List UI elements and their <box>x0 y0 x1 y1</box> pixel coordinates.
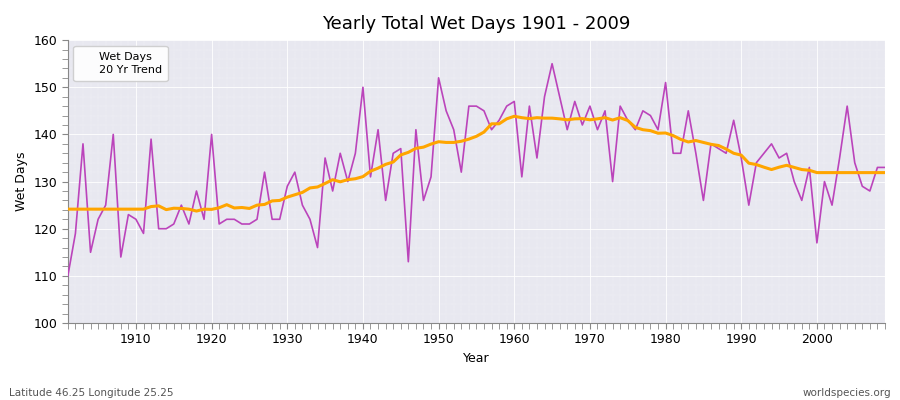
Wet Days <box>546 61 557 66</box>
Text: worldspecies.org: worldspecies.org <box>803 388 891 398</box>
Wet Days <box>62 274 73 278</box>
20 Yr Trend <box>524 116 535 121</box>
Line: 20 Yr Trend: 20 Yr Trend <box>68 116 885 211</box>
Legend: Wet Days, 20 Yr Trend: Wet Days, 20 Yr Trend <box>74 46 167 81</box>
Wet Days <box>608 179 618 184</box>
X-axis label: Year: Year <box>464 352 490 365</box>
Wet Days <box>879 165 890 170</box>
20 Yr Trend <box>508 114 519 119</box>
Y-axis label: Wet Days: Wet Days <box>15 152 28 211</box>
Wet Days <box>290 170 301 174</box>
20 Yr Trend <box>615 115 626 120</box>
20 Yr Trend <box>879 170 890 175</box>
Wet Days <box>508 99 519 104</box>
20 Yr Trend <box>342 177 353 182</box>
20 Yr Trend <box>517 115 527 120</box>
Wet Days <box>501 104 512 108</box>
20 Yr Trend <box>297 190 308 195</box>
20 Yr Trend <box>123 207 134 212</box>
Wet Days <box>335 151 346 156</box>
20 Yr Trend <box>191 209 202 214</box>
Wet Days <box>123 212 134 217</box>
Text: Latitude 46.25 Longitude 25.25: Latitude 46.25 Longitude 25.25 <box>9 388 174 398</box>
20 Yr Trend <box>62 207 73 212</box>
Title: Yearly Total Wet Days 1901 - 2009: Yearly Total Wet Days 1901 - 2009 <box>322 15 631 33</box>
Line: Wet Days: Wet Days <box>68 64 885 276</box>
